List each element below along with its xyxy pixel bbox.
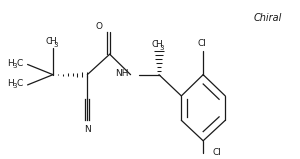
Text: C: C [46,37,52,46]
Text: C: C [152,41,158,49]
Text: Cl: Cl [212,148,221,157]
Text: O: O [95,22,102,31]
Text: 3: 3 [12,63,16,69]
Text: C: C [16,59,22,68]
Text: H: H [155,41,162,49]
Text: 3: 3 [53,42,58,48]
Text: 3: 3 [159,45,164,51]
Text: Cl: Cl [197,39,206,48]
Text: Chiral: Chiral [254,13,282,23]
Text: H: H [7,79,14,88]
Text: N: N [84,125,91,134]
Text: H: H [50,37,56,46]
Text: 3: 3 [12,83,16,90]
Text: C: C [16,79,22,88]
Text: H: H [7,59,14,68]
Text: NH: NH [116,69,129,78]
